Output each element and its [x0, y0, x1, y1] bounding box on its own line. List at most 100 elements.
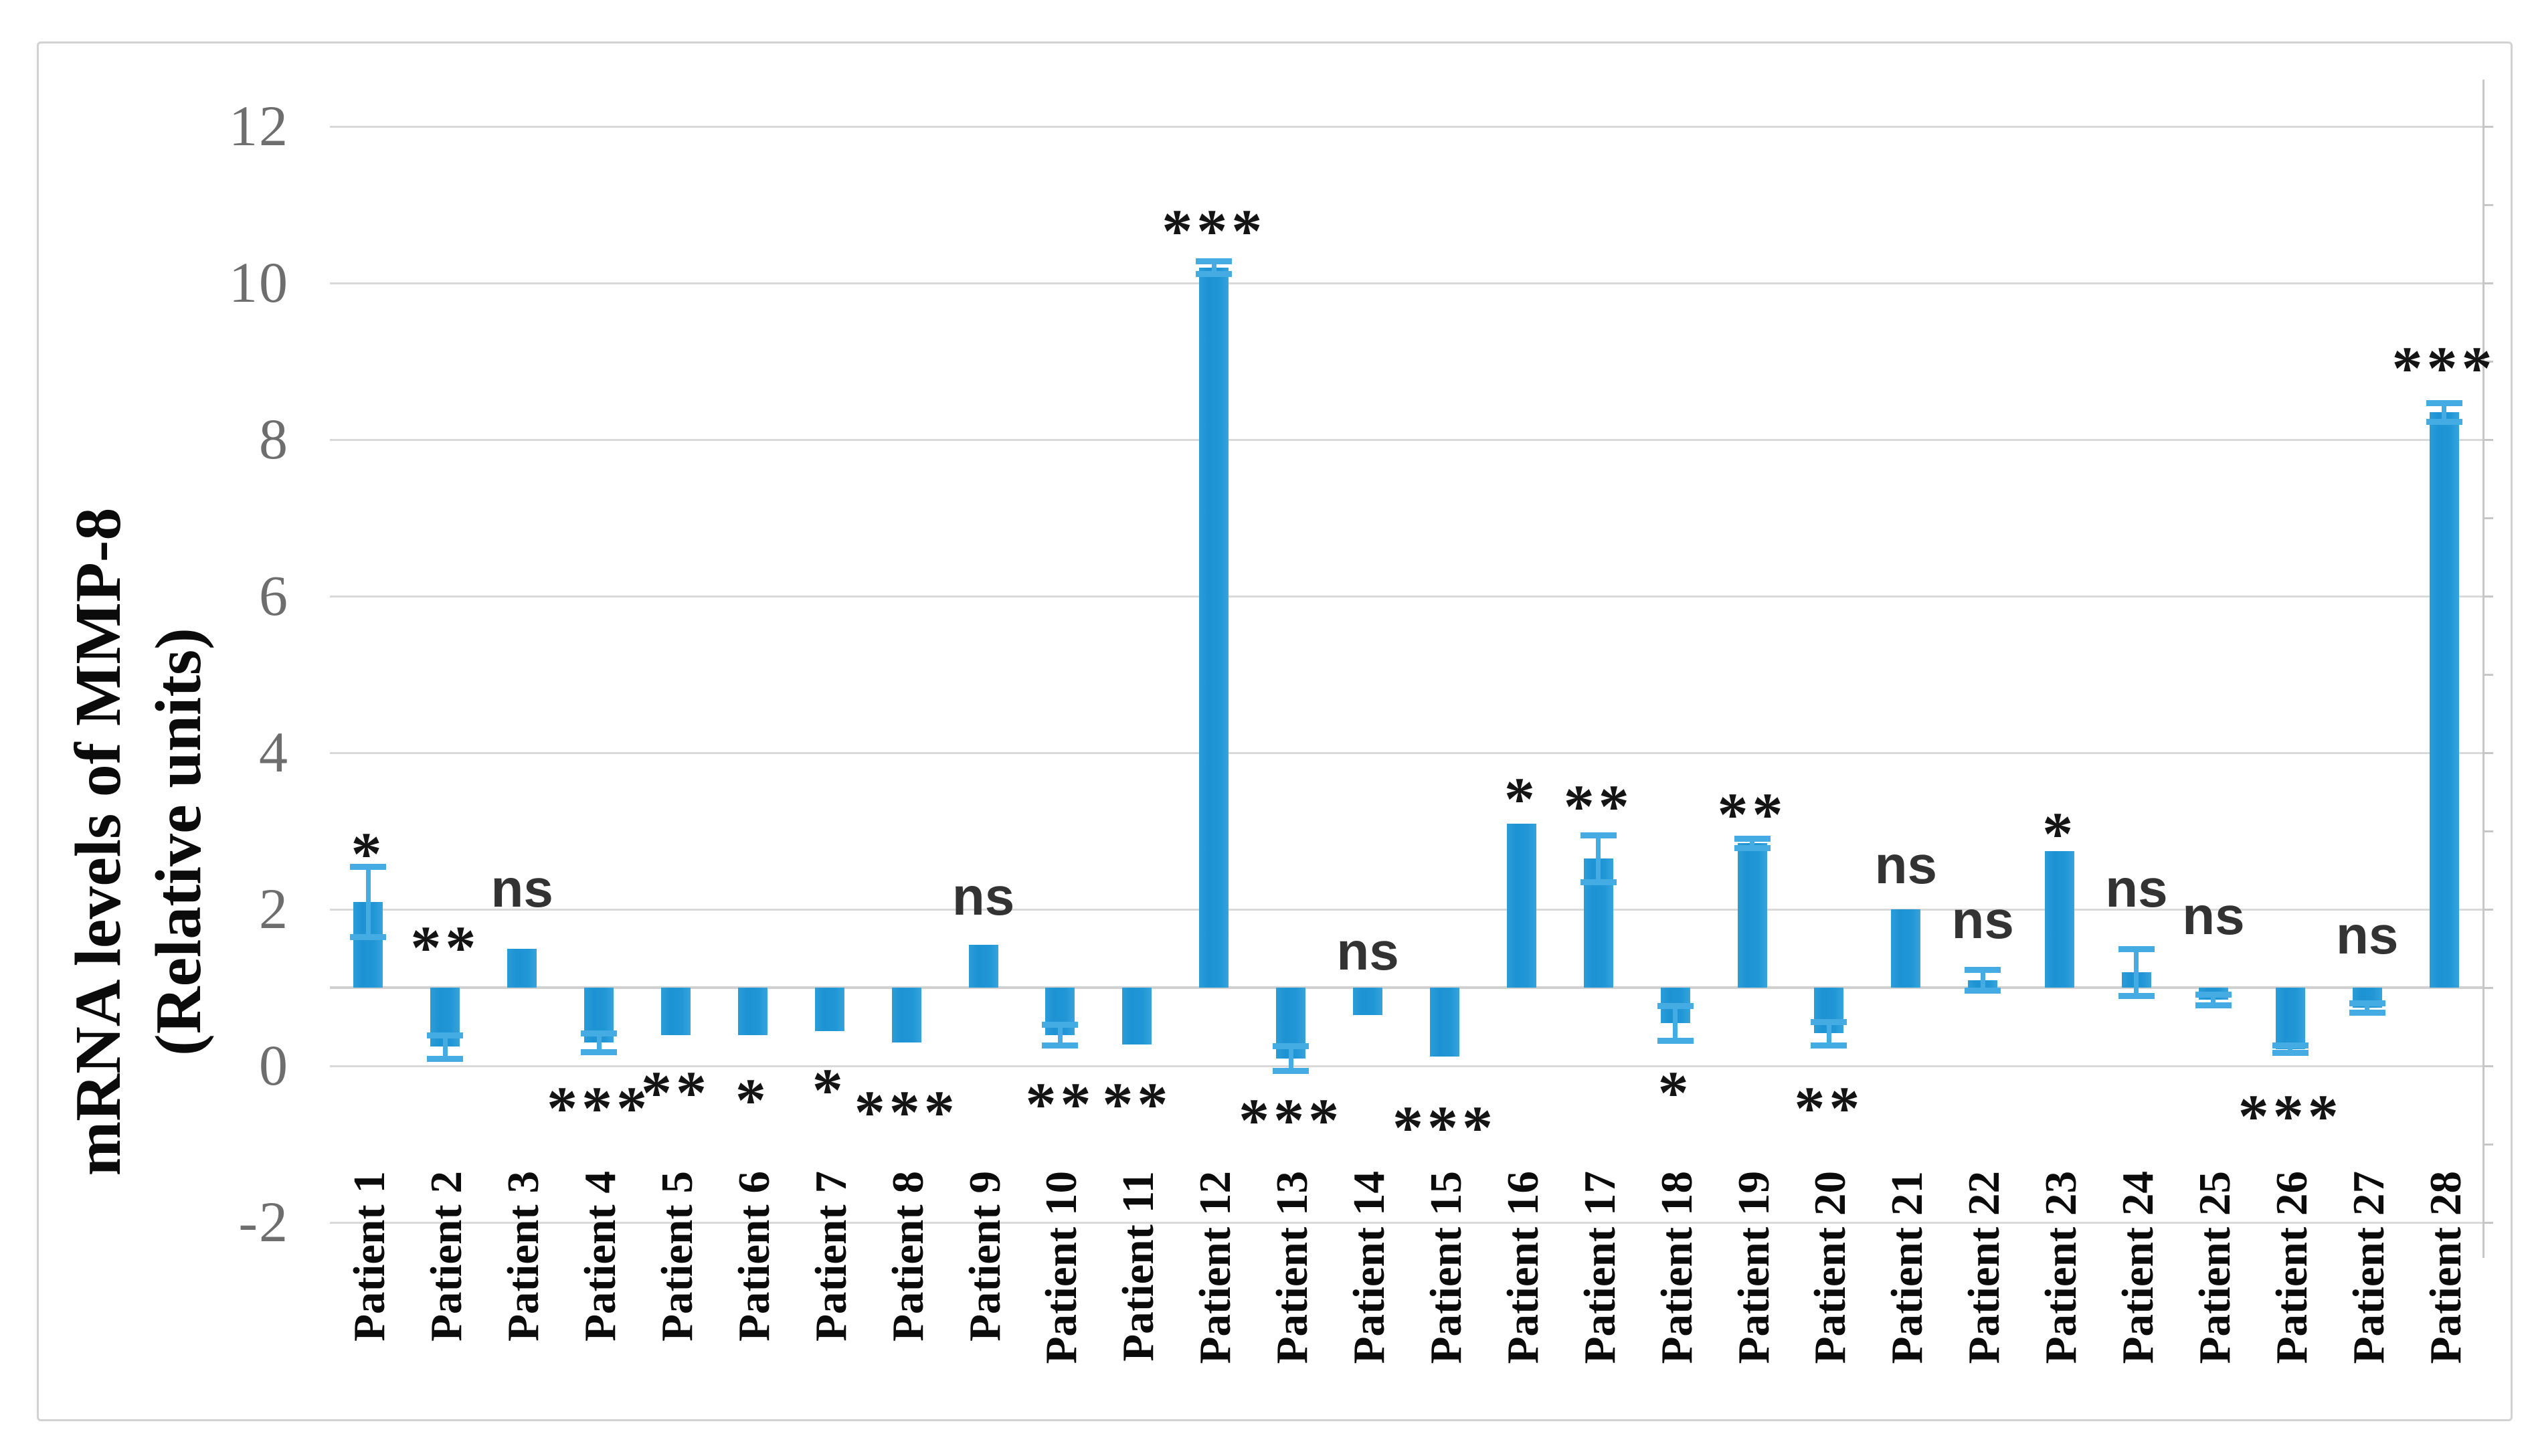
error-bar-patient-18 — [1673, 1006, 1678, 1040]
gridline-y-0 — [330, 1065, 2482, 1068]
error-bar-cap-top-patient-2 — [427, 1032, 464, 1038]
error-bar-patient-17 — [1596, 835, 1601, 883]
bar-patient-19 — [1737, 842, 1767, 988]
x-axis-label-patient-28: Patient 28 — [2420, 1171, 2470, 1364]
gridline-y-10 — [330, 282, 2482, 285]
error-bar-cap-bottom-patient-27 — [2349, 1009, 2385, 1016]
error-bar-cap-top-patient-20 — [1811, 1018, 1847, 1025]
bar-patient-7 — [814, 988, 844, 1031]
right-axis-minor-tick-10 — [2482, 282, 2493, 285]
error-bar-cap-bottom-patient-1 — [350, 934, 387, 941]
error-bar-cap-top-patient-1 — [350, 863, 387, 870]
bar-patient-12 — [1199, 267, 1229, 988]
significance-patient-20: ** — [1794, 1073, 1864, 1142]
right-axis-minor-tick-11 — [2482, 204, 2493, 207]
error-bar-cap-top-patient-28 — [2426, 400, 2462, 407]
right-axis-minor-tick-6 — [2482, 596, 2493, 598]
gridline-y-4 — [330, 752, 2482, 755]
error-bar-patient-27 — [2365, 1002, 2370, 1012]
right-axis-minor-tick-8 — [2482, 439, 2493, 442]
significance-patient-10: ** — [1025, 1070, 1095, 1139]
bar-patient-15 — [1429, 988, 1459, 1057]
error-bar-patient-12 — [1211, 261, 1216, 274]
error-bar-cap-bottom-patient-18 — [1657, 1037, 1694, 1044]
x-axis-label-patient-3: Patient 3 — [499, 1171, 549, 1342]
significance-patient-24: ns — [2105, 858, 2168, 918]
error-bar-cap-top-patient-13 — [1273, 1042, 1309, 1049]
x-axis-label-patient-17: Patient 17 — [1574, 1171, 1625, 1364]
x-axis-label-patient-7: Patient 7 — [806, 1171, 856, 1342]
significance-patient-21: ns — [1874, 834, 1937, 895]
x-axis-label-patient-11: Patient 11 — [1113, 1171, 1164, 1362]
error-bar-cap-bottom-patient-13 — [1273, 1068, 1309, 1075]
x-axis-label-patient-5: Patient 5 — [652, 1171, 703, 1342]
significance-patient-5: ** — [641, 1058, 711, 1127]
bar-patient-6 — [737, 988, 767, 1035]
significance-patient-28: *** — [2391, 334, 2497, 403]
bar-patient-14 — [1353, 988, 1383, 1016]
significance-patient-7: * — [812, 1056, 847, 1125]
significance-patient-14: ns — [1336, 921, 1399, 981]
x-axis-label-patient-4: Patient 4 — [575, 1171, 626, 1342]
y-tick-label-0: 0 — [259, 1033, 289, 1098]
error-bar-cap-top-patient-24 — [2118, 945, 2155, 952]
error-bar-patient-22 — [1980, 970, 1985, 990]
right-axis-minor-tick-5 — [2482, 674, 2493, 676]
bar-patient-3 — [507, 948, 537, 988]
gridline-y-2 — [330, 909, 2482, 911]
error-bar-cap-top-patient-17 — [1580, 832, 1617, 839]
error-bar-patient-24 — [2134, 948, 2139, 996]
right-axis-minor-tick--2 — [2482, 1222, 2493, 1224]
bar-patient-26 — [2275, 988, 2305, 1049]
gridline-y-8 — [330, 439, 2482, 442]
significance-patient-27: ns — [2335, 905, 2399, 966]
error-bar-patient-2 — [442, 1034, 448, 1059]
error-bar-patient-19 — [1750, 838, 1755, 848]
bar-patient-16 — [1506, 823, 1536, 988]
error-bar-patient-28 — [2442, 403, 2447, 422]
x-axis-label-patient-27: Patient 27 — [2343, 1171, 2393, 1364]
significance-patient-12: *** — [1162, 197, 1267, 266]
gridline-y-6 — [330, 596, 2482, 598]
error-bar-cap-top-patient-27 — [2349, 1000, 2385, 1006]
bar-patient-11 — [1122, 988, 1152, 1044]
error-bar-patient-10 — [1057, 1024, 1063, 1045]
x-axis-label-patient-6: Patient 6 — [729, 1171, 779, 1342]
right-axis-minor-tick-4 — [2482, 752, 2493, 755]
y-tick-label-8: 8 — [259, 407, 289, 472]
right-axis-minor-tick-1 — [2482, 987, 2493, 990]
figure-border — [37, 41, 2513, 1421]
gridline-y-12 — [330, 126, 2482, 128]
significance-patient-4: *** — [547, 1073, 652, 1142]
error-bar-cap-bottom-patient-25 — [2195, 1002, 2232, 1009]
bar-patient-9 — [968, 944, 998, 988]
error-bar-patient-20 — [1826, 1021, 1831, 1045]
right-axis-minor-tick-2 — [2482, 909, 2493, 911]
x-axis-label-patient-24: Patient 24 — [2112, 1171, 2163, 1364]
significance-patient-2: ** — [410, 913, 480, 982]
significance-patient-18: * — [1657, 1058, 1693, 1127]
error-bar-cap-top-patient-18 — [1657, 1003, 1694, 1010]
significance-patient-17: ** — [1563, 772, 1633, 841]
x-axis-label-patient-21: Patient 21 — [1882, 1171, 1932, 1364]
error-bar-cap-top-patient-10 — [1042, 1022, 1079, 1028]
right-axis-minor-tick-12 — [2482, 126, 2493, 128]
right-axis-minor-tick-3 — [2482, 830, 2493, 833]
significance-patient-26: *** — [2238, 1081, 2343, 1150]
significance-patient-16: * — [1504, 764, 1539, 833]
significance-patient-3: ns — [490, 858, 553, 918]
x-axis-label-patient-22: Patient 22 — [1959, 1171, 2009, 1364]
error-bar-cap-bottom-patient-10 — [1042, 1042, 1079, 1049]
error-bar-cap-bottom-patient-17 — [1580, 879, 1617, 886]
error-bar-cap-bottom-patient-26 — [2272, 1050, 2309, 1057]
x-axis-label-patient-26: Patient 26 — [2266, 1171, 2317, 1364]
significance-patient-9: ns — [952, 866, 1015, 926]
baseline-axis — [330, 986, 2482, 990]
x-axis-label-patient-25: Patient 25 — [2189, 1171, 2240, 1364]
error-bar-cap-top-patient-22 — [1965, 967, 2001, 974]
bar-patient-5 — [661, 988, 691, 1035]
x-axis-label-patient-9: Patient 9 — [960, 1171, 1010, 1342]
x-axis-label-patient-20: Patient 20 — [1805, 1171, 1856, 1364]
right-axis-minor-tick-7 — [2482, 517, 2493, 520]
